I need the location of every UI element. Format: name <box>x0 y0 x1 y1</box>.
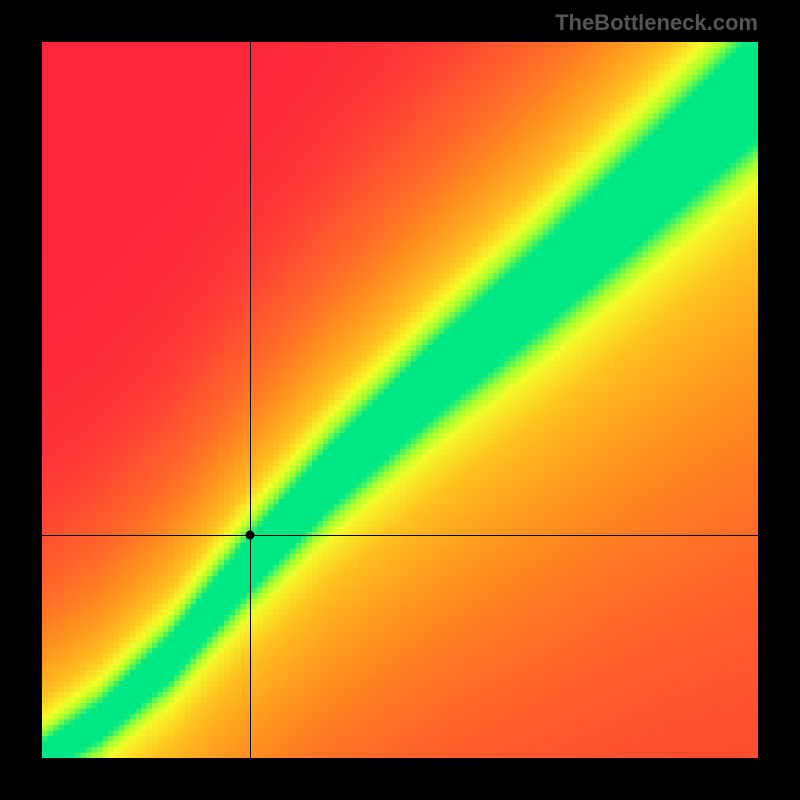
crosshair-horizontal <box>42 535 758 536</box>
crosshair-vertical <box>250 42 251 758</box>
heatmap-canvas <box>42 42 758 758</box>
watermark-text: TheBottleneck.com <box>555 10 758 36</box>
heatmap-plot-area <box>42 42 758 758</box>
selection-marker-dot <box>245 531 254 540</box>
